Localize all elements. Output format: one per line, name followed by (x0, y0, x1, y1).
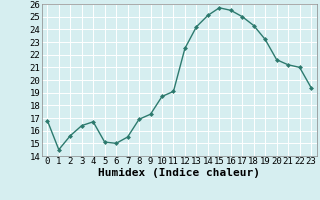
X-axis label: Humidex (Indice chaleur): Humidex (Indice chaleur) (98, 168, 260, 178)
